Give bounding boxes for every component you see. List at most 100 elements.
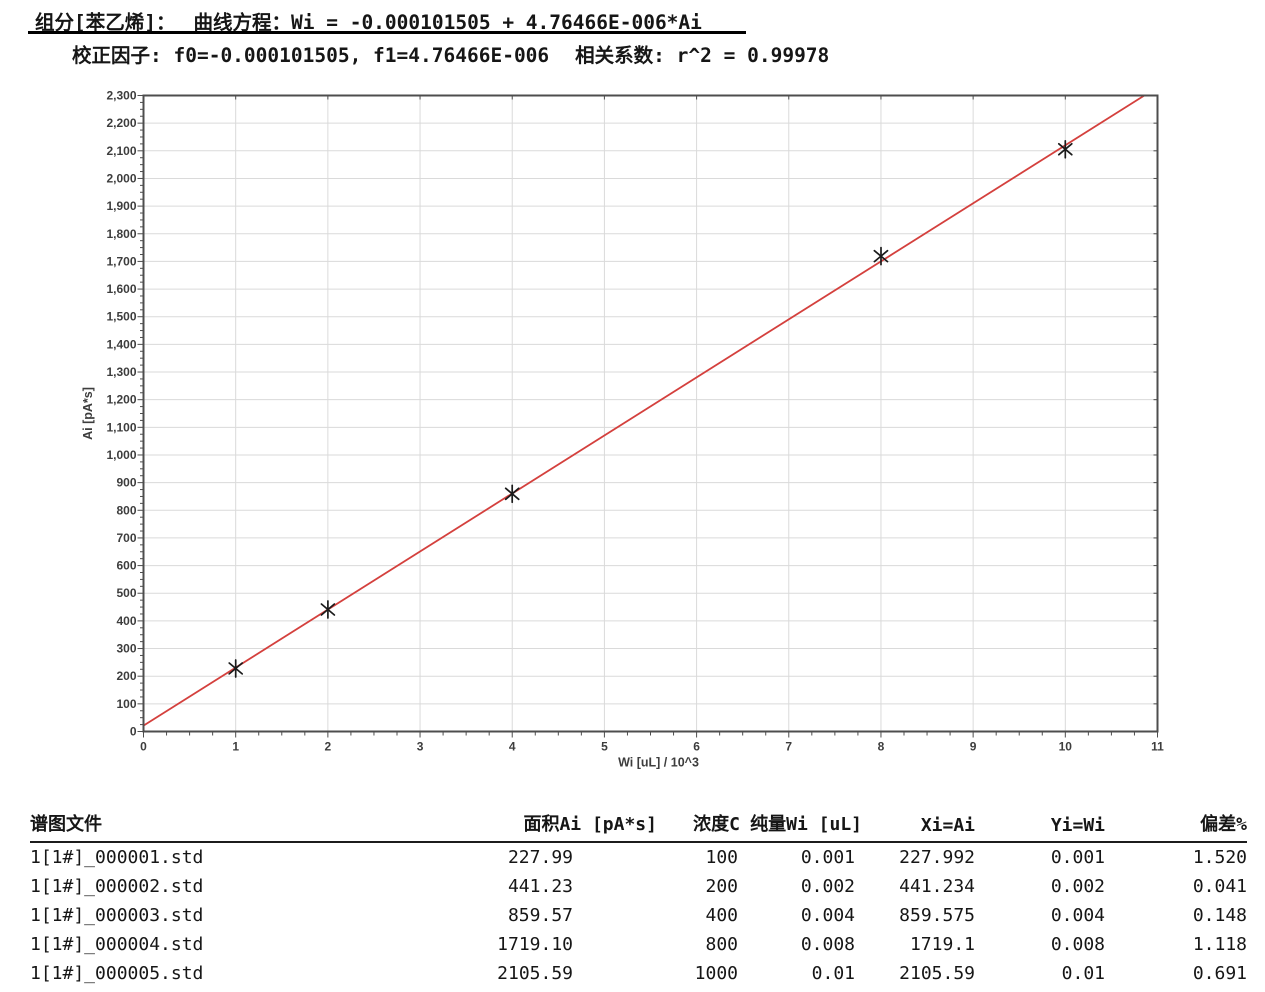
table-cell: 227.992 <box>899 847 975 868</box>
y-tick-label: 900 <box>116 476 136 490</box>
data-point-marker <box>320 600 336 619</box>
column-header: 浓度C <box>657 810 740 843</box>
x-tick-label: 2 <box>325 740 332 754</box>
y-tick-label: 2,200 <box>106 116 136 130</box>
y-tick-label: 1,500 <box>106 310 136 324</box>
table-cell: 859.575 <box>899 905 975 926</box>
y-tick-label: 1,100 <box>106 420 136 434</box>
y-tick-label: 1,300 <box>106 365 136 379</box>
equation-text: Wi = -0.000101505 + 4.76466E-006*Ai <box>291 11 702 34</box>
table-cell: 1[1#]_000005.std <box>30 963 204 984</box>
y-tick-label: 500 <box>116 586 136 600</box>
y-tick-label: 1,000 <box>106 448 136 462</box>
title-underline <box>28 31 746 34</box>
x-axis-title: Wi [uL] / 10^3 <box>618 756 699 770</box>
fit-line <box>143 94 1145 727</box>
column-header: 谱图文件 <box>30 810 470 843</box>
table-cell: 1[1#]_000001.std <box>30 847 204 868</box>
calibration-plot-svg: 0 1 2 3 4 5 6 7 8 9 10 11 0 100 200 300 400 500 600 700 800 9… <box>81 89 1164 770</box>
table-cell: 1719.1 <box>909 934 975 955</box>
y-tick-label: 2,000 <box>106 171 136 185</box>
table-cell: 1719.10 <box>497 934 573 955</box>
x-tick-label: 3 <box>417 740 424 754</box>
data-point-marker <box>504 484 520 504</box>
x-tick-label: 10 <box>1059 740 1073 754</box>
x-tick-label: 0 <box>140 740 147 754</box>
table-cell: 0.002 <box>800 876 855 897</box>
table-cell: 0.01 <box>1061 963 1105 984</box>
data-point-marker <box>873 246 889 266</box>
table-cell: 0.691 <box>1192 963 1247 984</box>
y-tick-label: 700 <box>116 531 136 545</box>
y-tick-label: 1,900 <box>106 199 136 213</box>
table-cell: 0.001 <box>1050 847 1105 868</box>
equation-label: 曲线方程： <box>193 11 291 34</box>
table-cell: 1[1#]_000004.std <box>30 934 204 955</box>
table-cell: 200 <box>705 876 738 897</box>
y-tick-label: 2,300 <box>106 89 136 103</box>
y-tick-label: 0 <box>130 725 137 739</box>
table-cell: 0.01 <box>811 963 855 984</box>
column-header: Xi=Ai <box>862 810 975 843</box>
calibration-factors-line: 校正因子: f0=-0.000101505, f1=4.76466E-006 相关… <box>72 39 829 68</box>
y-tick-label: 400 <box>116 614 136 628</box>
correlation-value: r^2 = 0.99978 <box>676 44 830 67</box>
y-tick-label: 200 <box>116 669 136 683</box>
table-cell: 0.002 <box>1050 876 1105 897</box>
factors-text: 校正因子: f0=-0.000101505, f1=4.76466E-006 <box>72 44 550 67</box>
y-tick-label: 1,700 <box>106 254 136 268</box>
table-cell: 0.148 <box>1192 905 1247 926</box>
table-row: 1[1#]_000004.std 1719.10 800 0.008 1719.1 0.0… <box>30 930 1247 959</box>
table-cell: 400 <box>705 905 738 926</box>
table-cell: 2105.59 <box>899 963 975 984</box>
calibration-table: 谱图文件 面积Ai [pA*s] 浓度C 纯量Wi [uL] Xi=Ai Yi=Wi 偏差%… <box>30 810 1247 988</box>
column-header: 偏差% <box>1105 810 1247 843</box>
y-tick-label: 1,800 <box>106 227 136 241</box>
table-cell: 0.041 <box>1192 876 1247 897</box>
correlation-label: 相关系数: <box>575 44 665 67</box>
x-tick-label: 6 <box>693 740 700 754</box>
table-cell: 1.118 <box>1192 934 1247 955</box>
y-tick-label: 1,200 <box>106 393 136 407</box>
y-axis-title: Ai [pA*s] <box>81 387 95 440</box>
table-cell: 800 <box>705 934 738 955</box>
x-tick-label: 4 <box>509 740 516 754</box>
y-tick-label: 2,100 <box>106 144 136 158</box>
table-row: 1[1#]_000002.std 441.23 200 0.002 441.234 0.0… <box>30 872 1247 901</box>
table-cell: 1[1#]_000002.std <box>30 876 204 897</box>
data-point-marker <box>1057 139 1073 159</box>
table-cell: 2105.59 <box>497 963 573 984</box>
report-title-line: 组分[苯乙烯]： 曲线方程：Wi = -0.000101505 + 4.76466… <box>35 6 702 35</box>
x-tick-label: 5 <box>601 740 608 754</box>
y-tick-label: 1,600 <box>106 282 136 296</box>
table-cell: 0.008 <box>1050 934 1105 955</box>
table-cell: 227.99 <box>507 847 573 868</box>
plot-frame <box>142 94 1159 733</box>
calibration-curve-chart: 0 1 2 3 4 5 6 7 8 9 10 11 0 100 200 300 400 500 600 700 800 9… <box>81 89 1164 770</box>
table-row: 1[1#]_000003.std 859.57 400 0.004 859.575 0.0… <box>30 901 1247 930</box>
table-header-row: 谱图文件 面积Ai [pA*s] 浓度C 纯量Wi [uL] Xi=Ai Yi=Wi 偏差% <box>30 810 1247 843</box>
x-tick-label: 8 <box>878 740 885 754</box>
table-cell: 441.23 <box>507 876 573 897</box>
table-row: 1[1#]_000005.std 2105.59 1000 0.01 2105.59 0.… <box>30 959 1247 988</box>
table-cell: 0.001 <box>800 847 855 868</box>
data-point-marker <box>228 659 244 678</box>
table-cell: 1.520 <box>1192 847 1247 868</box>
component-name: 组分[苯乙烯]： <box>35 11 176 34</box>
y-tick-label: 1,400 <box>106 337 136 351</box>
x-tick-label: 7 <box>785 740 792 754</box>
x-tick-label: 9 <box>970 740 977 754</box>
y-tick-label: 800 <box>116 503 136 517</box>
y-tick-label: 100 <box>116 697 136 711</box>
column-header: Yi=Wi <box>975 810 1105 843</box>
table-cell: 441.234 <box>899 876 975 897</box>
column-header: 纯量Wi [uL] <box>740 810 862 843</box>
table-cell: 859.57 <box>507 905 573 926</box>
x-tick-label: 1 <box>232 740 239 754</box>
y-tick-label: 600 <box>116 559 136 573</box>
table-cell: 0.004 <box>800 905 855 926</box>
table-cell: 0.008 <box>800 934 855 955</box>
column-header: 面积Ai [pA*s] <box>470 810 657 843</box>
table-cell: 1000 <box>694 963 738 984</box>
